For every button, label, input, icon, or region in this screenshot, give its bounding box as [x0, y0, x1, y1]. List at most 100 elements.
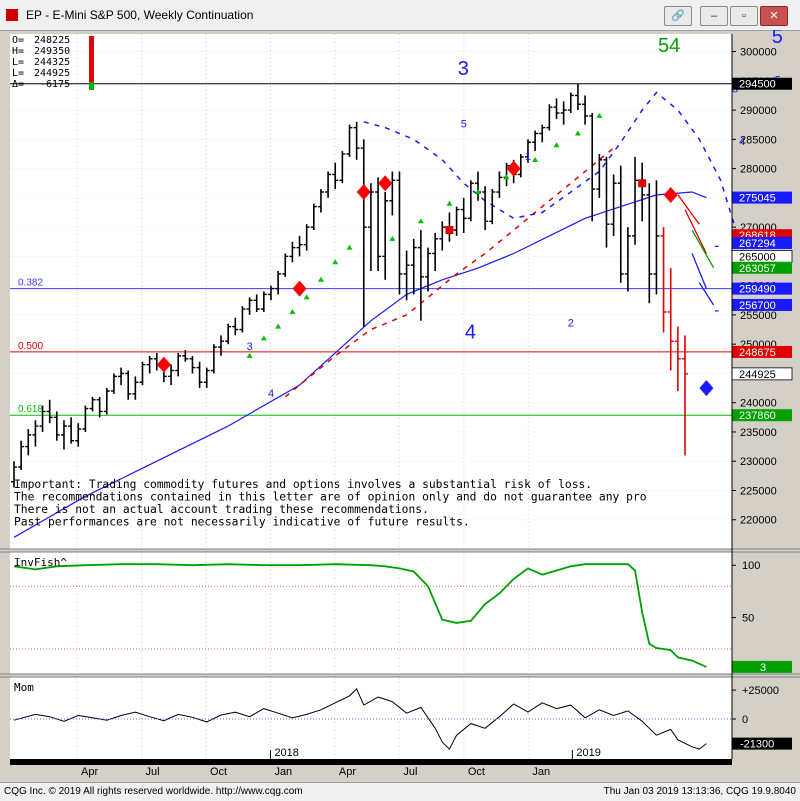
price-box	[732, 77, 792, 90]
invfish-y-tick-label: 100	[742, 560, 760, 572]
signal-markers	[156, 112, 714, 397]
red-diamond-marker	[356, 184, 371, 201]
x-tick-label: Apr	[339, 766, 356, 778]
maximize-button[interactable]: ▫	[730, 6, 758, 26]
green-signal-marker	[289, 308, 296, 314]
mom-title: Mom	[14, 681, 34, 694]
wave-label: 5	[461, 119, 467, 131]
red-diamond-marker	[378, 175, 393, 192]
mom-y-tick-label: 0	[742, 714, 748, 726]
invfish-value-label: 3	[760, 662, 766, 674]
projection-line	[698, 282, 715, 306]
close-button[interactable]: ✕	[760, 6, 788, 26]
ohlc-value-o: 248225	[34, 35, 70, 46]
app-icon	[6, 9, 18, 21]
price-box	[732, 298, 792, 311]
status-bar: CQG Inc. © 2019 All rights reserved worl…	[0, 782, 800, 801]
x-tick-label: Jan	[532, 766, 550, 778]
red-diamond-marker	[506, 160, 521, 177]
ohlc-value-l2: 244925	[34, 68, 70, 79]
wave-label: 5	[772, 30, 783, 48]
price-box-label: 275045	[739, 193, 776, 205]
mom-value-label: -21300	[740, 739, 774, 751]
x-axis: Apr Jul Oct Jan Apr Jul Oct Jan 2018 2019	[10, 747, 732, 778]
invfish-y-tick-label: 50	[742, 613, 754, 625]
x-tick-label: Jul	[403, 766, 417, 778]
y-tick-label: 220000	[740, 515, 777, 527]
fib-label: 0.618	[18, 404, 43, 415]
fib-lines: 0.382 0.500 0.618	[10, 83, 732, 416]
title-bar: EP - E-Mini S&P 500, Weekly Continuation…	[0, 0, 800, 31]
y-tick-label: 225000	[740, 485, 777, 497]
price-box-label: 244925	[739, 369, 776, 381]
mom-line	[13, 688, 707, 750]
window-title: EP - E-Mini S&P 500, Weekly Continuation	[26, 8, 254, 22]
trailing-stop-red	[284, 147, 615, 398]
price-box	[732, 345, 792, 358]
x-tick-label: Oct	[468, 766, 485, 778]
price-box	[732, 282, 792, 295]
panel-mom-bg	[10, 677, 732, 759]
price-box	[732, 191, 792, 204]
red-diamond-marker	[292, 280, 307, 297]
price-box	[732, 236, 792, 249]
panel-invfish-bg	[10, 552, 732, 674]
wave-dash: -	[714, 302, 719, 319]
y-tick-label: 255000	[740, 310, 777, 322]
disclaimer-line: Important: Trading commodity futures and…	[14, 478, 592, 491]
ohlc-label-l2: L=	[12, 68, 24, 79]
link-button[interactable]: 🔗	[664, 6, 692, 26]
green-signal-marker	[317, 276, 324, 282]
x-tick-label: Apr	[81, 766, 98, 778]
price-box	[732, 261, 792, 274]
green-signal-marker	[303, 294, 310, 300]
red-square-marker	[445, 226, 454, 235]
green-signal-marker	[446, 200, 453, 206]
y-axis-bg	[732, 34, 800, 759]
invfish-value-box	[732, 660, 792, 673]
wave-label: 3	[458, 58, 469, 80]
ohlc-value-delta: -6175	[40, 79, 70, 90]
fib-label: 0.500	[18, 341, 43, 352]
wave-label: 4	[465, 321, 476, 343]
minimize-button[interactable]: ‒	[700, 6, 728, 26]
price-box-label: 267294	[739, 238, 776, 250]
x-tick-label: Jul	[145, 766, 159, 778]
mom-y-tick-label: +25000	[742, 685, 779, 697]
wave-label: 1	[525, 151, 531, 163]
ohlc-label-l: L=	[12, 57, 24, 68]
time-scale-bar	[10, 759, 732, 765]
panel-price-bg	[10, 34, 732, 549]
disclaimer-line: There is not an actual account trading t…	[14, 503, 429, 516]
price-bars	[11, 83, 688, 488]
price-box	[732, 409, 792, 422]
price-box-label: 294500	[739, 79, 776, 91]
green-signal-marker	[260, 335, 267, 341]
bar-counter: 54	[658, 35, 680, 57]
y-tick-label: 230000	[740, 456, 777, 468]
y-tick-label: 290000	[740, 105, 777, 117]
blue-diamond-marker	[699, 380, 714, 397]
grid	[10, 34, 732, 759]
green-signal-marker	[389, 235, 396, 241]
green-signal-marker	[346, 244, 353, 250]
ohlc-value-l: 244325	[34, 57, 70, 68]
projection-line	[691, 253, 708, 289]
x-tick-label: Jan	[274, 766, 292, 778]
projection-line	[684, 209, 707, 254]
wave-label: 4	[739, 136, 745, 148]
green-signal-marker	[332, 259, 339, 265]
green-signal-marker	[532, 156, 539, 162]
disclaimer-line: The recommendations contained in this le…	[14, 491, 647, 504]
green-signal-marker	[246, 352, 253, 358]
ohlc-label-o: O=	[12, 35, 24, 46]
price-box-label: 256700	[739, 300, 776, 312]
green-signal-marker	[553, 142, 560, 148]
red-diamond-marker	[663, 186, 678, 203]
copyright-text: CQG Inc. © 2019 All rights reserved worl…	[4, 786, 303, 797]
y-tick-label: 240000	[740, 398, 777, 410]
fib-label: 0.382	[18, 278, 43, 289]
disclaimer-line: Past performances are not necessarily in…	[14, 516, 470, 529]
mom-value-box	[732, 737, 792, 750]
